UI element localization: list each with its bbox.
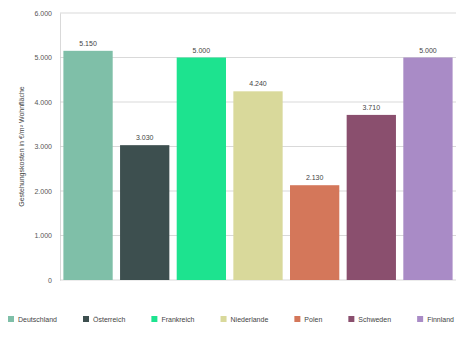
legend-item: Österreich	[83, 316, 125, 323]
y-tick: 2.000	[34, 188, 60, 195]
legend-item: Deutschland	[8, 316, 57, 323]
y-axis: 0 1.000 2.000 3.000 4.000 5.000 6.000	[34, 10, 60, 284]
grid-line	[60, 13, 456, 14]
data-label: 3.710	[363, 104, 381, 111]
chart-svg: 0 1.000 2.000 3.000 4.000 5.000 6.000 5.150 3.03…	[0, 0, 462, 340]
data-label: 2.130	[306, 174, 324, 181]
bar	[63, 51, 112, 280]
y-tick: 6.000	[34, 10, 60, 17]
legend-swatch	[417, 316, 423, 322]
legend-swatch	[294, 316, 300, 322]
bars	[63, 51, 452, 280]
data-label: 5.150	[79, 40, 97, 47]
legend-item: Niederlande	[221, 316, 269, 323]
bar	[347, 115, 396, 280]
legend-label: Finnland	[427, 316, 454, 323]
legend-item: Frankreich	[151, 316, 194, 323]
y-tick-label: 4.000	[34, 99, 52, 106]
y-axis-line	[60, 14, 61, 281]
y-tick-label: 6.000	[34, 10, 52, 17]
bar	[290, 185, 339, 280]
bar	[177, 58, 226, 281]
legend-item: Polen	[294, 316, 322, 323]
bar	[233, 91, 282, 280]
y-tick: 5.000	[34, 54, 60, 61]
legend-swatch	[348, 316, 354, 322]
data-label: 5.000	[193, 47, 211, 54]
grid	[60, 13, 456, 280]
bar	[403, 58, 452, 281]
legend-label: Deutschland	[18, 316, 57, 323]
data-label: 3.030	[136, 134, 154, 141]
y-axis-title: Gestehungskosten in €/m² Wohnfläche	[18, 86, 26, 207]
legend-swatch	[83, 316, 89, 322]
y-tick-label: 5.000	[34, 54, 52, 61]
bar	[120, 145, 169, 280]
legend-label: Österreich	[93, 316, 125, 323]
data-labels: 5.150 3.030 5.000 4.240 2.130 3.710 5.000	[79, 40, 437, 181]
legend-label: Niederlande	[231, 316, 269, 323]
y-tick-label: 3.000	[34, 143, 52, 150]
chart-container: 0 1.000 2.000 3.000 4.000 5.000 6.000 5.150 3.03…	[0, 0, 462, 340]
legend-label: Schweden	[358, 316, 391, 323]
legend-swatch	[221, 316, 227, 322]
grid-line	[60, 57, 456, 58]
legend-item: Finnland	[417, 316, 454, 323]
legend: Deutschland Österreich Frankreich Niederlan…	[8, 316, 454, 323]
y-tick-label: 0	[48, 277, 52, 284]
data-label: 5.000	[419, 47, 437, 54]
y-tick: 0	[48, 277, 60, 284]
y-tick: 4.000	[34, 99, 60, 106]
plot-area: 0 1.000 2.000 3.000 4.000 5.000 6.000 5.150 3.03…	[34, 10, 456, 284]
legend-swatch	[151, 316, 157, 322]
y-tick-label: 2.000	[34, 188, 52, 195]
y-tick: 3.000	[34, 143, 60, 150]
legend-item: Schweden	[348, 316, 391, 323]
data-label: 4.240	[249, 80, 267, 87]
legend-label: Frankreich	[161, 316, 194, 323]
y-tick: 1.000	[34, 232, 60, 239]
legend-label: Polen	[304, 316, 322, 323]
y-tick-label: 1.000	[34, 232, 52, 239]
legend-swatch	[8, 316, 14, 322]
